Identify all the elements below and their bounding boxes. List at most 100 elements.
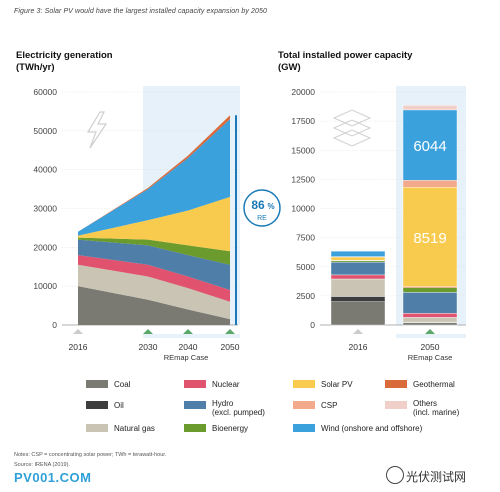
right-chart-title: Total installed power capacity (GW) [278, 50, 412, 74]
legend-swatch [86, 401, 108, 409]
area-solar-pv [78, 196, 230, 252]
legend-swatch [184, 380, 206, 388]
right-x-axis-marker [425, 329, 435, 334]
right-x-axis-marker [353, 329, 363, 334]
left-y-tick-label: 20000 [33, 242, 57, 252]
legend-label: Others (incl. marine) [413, 399, 460, 417]
bar-2016-wind-onshore-and-offshore [330, 250, 386, 257]
notes: Notes: CSP = concentrating solar power; … [14, 452, 167, 458]
right-chart-unit: (GW) [278, 62, 301, 73]
legend-swatch [86, 424, 108, 432]
re-badge-circle [243, 189, 281, 227]
right-x-case-label: REmap Case [408, 353, 453, 362]
area-nuclear [78, 255, 230, 302]
solar-pv-value-label: 8519 [413, 230, 446, 247]
bar-2050-hydro-excl-pumped [402, 292, 458, 314]
re-badge-label: RE [257, 215, 267, 222]
re-badge-value: 86 [251, 198, 265, 212]
lightning-icon [86, 111, 108, 149]
legend-swatch [184, 424, 206, 432]
right-x-tick-label: 2050 [421, 342, 440, 352]
right-x-axis-remap-band [396, 334, 466, 338]
source: Source: IRENA (2019). [14, 462, 70, 468]
legend-swatch [293, 380, 315, 388]
bar-2016-nuclear [330, 274, 386, 280]
right-y-tick-label: 17500 [291, 116, 315, 126]
left-chart-unit: (TWh/yr) [16, 62, 55, 73]
x-axis-marker [73, 329, 83, 334]
re-badge-unit: % [267, 202, 274, 211]
x-axis-marker [143, 329, 153, 334]
bar-2016-oil [330, 296, 386, 302]
legend-label: Bioenergy [212, 424, 249, 433]
legend-label: Hydro (excl. pumped) [212, 399, 265, 417]
legend-swatch [86, 380, 108, 388]
legend-label: Geothermal [413, 380, 455, 389]
left-y-tick-label: 0 [52, 320, 57, 330]
x-axis-remap-band [143, 334, 240, 338]
right-y-tick-label: 7500 [296, 233, 315, 243]
right-y-tick-label: 2500 [296, 291, 315, 301]
legend-label: Oil [114, 401, 124, 410]
left-x-tick-label: 2050 [221, 342, 240, 352]
left-y-tick-label: 10000 [33, 281, 57, 291]
bar-2050-solar-pv [402, 187, 458, 287]
bar-2050-bioenergy [402, 287, 458, 293]
area-hydro-excl-pumped [78, 239, 230, 291]
area-coal [78, 286, 230, 325]
bar-2016-others-incl-marine [330, 250, 386, 252]
legend-swatch [293, 401, 315, 409]
watermark-left: PV001.COM [14, 470, 92, 485]
left-x-tick-label: 2030 [139, 342, 158, 352]
left-y-tick-label: 60000 [33, 87, 57, 97]
bar-2050-natural-gas [402, 317, 458, 323]
right-y-tick-label: 20000 [291, 87, 315, 97]
x-axis-marker [225, 329, 235, 334]
right-y-tick-label: 0 [310, 320, 315, 330]
layers-icon [332, 109, 372, 127]
right-y-tick-label: 10000 [291, 204, 315, 214]
left-x-tick-label: 2016 [69, 342, 88, 352]
bar-2050-coal [402, 322, 458, 326]
bar-2050-csp [402, 180, 458, 188]
left-y-tick-label: 30000 [33, 204, 57, 214]
x-axis-marker [183, 329, 193, 334]
bar-2050-others-incl-marine [402, 105, 458, 111]
left-x-case-label: REmap Case [164, 353, 209, 362]
bar-2016-natural-gas [330, 278, 386, 297]
right-y-tick-label: 12500 [291, 174, 315, 184]
bar-2016-coal [330, 301, 386, 326]
legend-swatch [184, 401, 206, 409]
wechat-icon [386, 466, 404, 484]
left-chart-title: Electricity generation (TWh/yr) [16, 50, 113, 74]
figure-title: Figure 3: Solar PV would have the larges… [14, 8, 267, 15]
legend-label: Natural gas [114, 424, 155, 433]
legend-label: Solar PV [321, 380, 353, 389]
bar-2050-nuclear [402, 313, 458, 318]
area-bioenergy [78, 237, 230, 265]
bar-2050-wind-onshore-and-offshore [402, 109, 458, 181]
legend-label: Coal [114, 380, 131, 389]
right-x-tick-label: 2016 [349, 342, 368, 352]
right-y-tick-label: 5000 [296, 262, 315, 272]
legend-swatch [293, 424, 315, 432]
right-chart-title-line1: Total installed power capacity [278, 50, 413, 61]
left-chart-title-line1: Electricity generation [16, 50, 113, 61]
area-wind-onshore-and-offshore [78, 119, 230, 236]
legend-label: Nuclear [212, 380, 240, 389]
area-natural-gas [78, 264, 230, 320]
right-y-tick-label: 15000 [291, 145, 315, 155]
left-x-tick-label: 2040 [179, 342, 198, 352]
bar-2016-hydro-excl-pumped [330, 261, 386, 276]
legend-label: CSP [321, 401, 338, 410]
wind-value-label: 6044 [413, 138, 446, 155]
layers-icon [332, 119, 372, 137]
watermark-right: 光伏测试网 [406, 470, 467, 484]
legend-swatch [385, 401, 407, 409]
left-y-tick-label: 40000 [33, 165, 57, 175]
legend-label: Wind (onshore and offshore) [321, 424, 423, 433]
left-y-tick-label: 50000 [33, 126, 57, 136]
legend-swatch [385, 380, 407, 388]
layers-icon [332, 129, 372, 147]
